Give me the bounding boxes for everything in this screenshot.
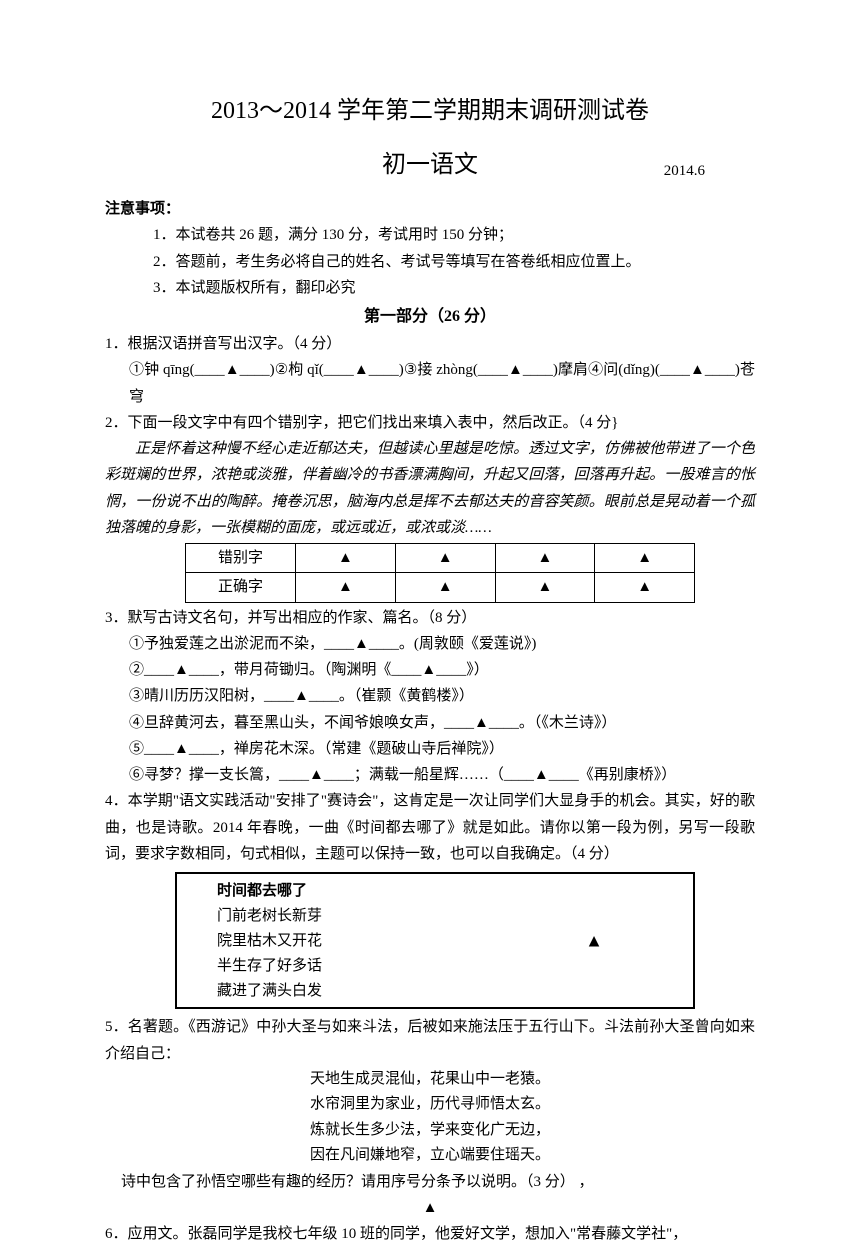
cell-mark: ▲ [495,544,595,573]
q2-paragraph: 正是怀着这种慢不经心走近郁达夫，但越读心里越是吃惊。透过文字，仿佛被他带进了一个… [105,436,755,541]
q6-stem: 6．应用文。张磊同学是我校七年级 10 班的同学，他爱好文学，想加入"常春藤文学… [105,1221,755,1247]
exam-date: 2014.6 [664,158,705,184]
q3-item-2: ②____▲____，带月荷锄归。（陶渊明《____▲____》） [105,657,755,683]
q5-triangle-icon: ▲ [105,1195,755,1221]
q3-item-4: ④旦辞黄河去，暮至黑山头，不闻爷娘唤女声，____▲____。（《木兰诗》） [105,710,755,736]
main-title: 2013～2014 学年第二学期期末调研测试卷 [105,90,755,132]
q3-item-5: ⑤____▲____，禅房花木深。（常建《题破山寺后禅院》） [105,736,755,762]
notice-item-3: 3．本试题版权所有，翻印必究 [105,275,755,301]
notice-label: 注意事项： [105,196,755,222]
q3-stem: 3．默写古诗文名句，并写出相应的作家、篇名。（8 分） [105,605,755,631]
cell-mark: ▲ [495,573,595,602]
q1-line: ①钟 qīng(____▲____)②枸 qǐ(____▲____)③接 zhò… [105,357,755,410]
cell-mark: ▲ [395,544,495,573]
correction-table: 错别字 ▲ ▲ ▲ ▲ 正确字 ▲ ▲ ▲ ▲ [185,543,695,603]
q4-stem: 4．本学期"语文实践活动"安排了"赛诗会"，这肯定是一次让同学们大显身手的机会。… [105,788,755,867]
cell-mark: ▲ [296,544,396,573]
q5-poem-4: 因在凡间嫌地窄，立心端要住瑶天。 [105,1143,755,1169]
q5-poem-2: 水帘洞里为家业，历代寻师悟太玄。 [105,1092,755,1118]
lyric-line-1: 门前老树长新芽 [217,904,673,929]
q5-stem: 5．名著题。《西游记》中孙大圣与如来斗法，后被如来施法压于五行山下。斗法前孙大圣… [105,1014,755,1067]
section-1-title: 第一部分（26 分） [105,303,755,331]
table-row: 错别字 ▲ ▲ ▲ ▲ [186,544,695,573]
notice-item-1: 1．本试卷共 26 题，满分 130 分，考试用时 150 分钟； [105,222,755,248]
q5-poem-1: 天地生成灵混仙，花果山中一老猿。 [105,1067,755,1093]
cell-mark: ▲ [296,573,396,602]
q1-stem: 1．根据汉语拼音写出汉字。（4 分） [105,331,755,357]
q3-item-6: ⑥寻梦？撑一支长篙，____▲____；满载一船星辉……（____▲____《再… [105,762,755,788]
lyrics-box: 时间都去哪了 门前老树长新芽 院里枯木又开花 半生存了好多话 藏进了满头白发 ▲ [175,872,695,1009]
row2-label: 正确字 [186,573,296,602]
lyric-line-2: 院里枯木又开花 [217,929,673,954]
q3-item-3: ③晴川历历汉阳树，____▲____。（崔颢《黄鹤楼》） [105,683,755,709]
q5-tail: 诗中包含了孙悟空哪些有趣的经历？请用序号分条予以说明。（3 分） ， [105,1169,755,1195]
lyric-line-4: 藏进了满头白发 [217,979,673,1004]
cell-mark: ▲ [595,544,695,573]
notice-item-2: 2．答题前，考生务必将自己的姓名、考试号等填写在答卷纸相应位置上。 [105,249,755,275]
cell-mark: ▲ [595,573,695,602]
row1-label: 错别字 [186,544,296,573]
table-row: 正确字 ▲ ▲ ▲ ▲ [186,573,695,602]
q2-stem: 2．下面一段文字中有四个错别字，把它们找出来填入表中，然后改正。（4 分} [105,410,755,436]
cell-mark: ▲ [395,573,495,602]
lyric-line-3: 半生存了好多话 [217,954,673,979]
subtitle-row: 初一语文 2014.6 [105,144,755,186]
lyrics-triangle-icon: ▲ [585,925,603,957]
q5-poem-3: 炼就长生多少法，学来变化广无边， [105,1118,755,1144]
q3-item-1: ①予独爱莲之出淤泥而不染，____▲____。(周敦颐《爱莲说》) [105,631,755,657]
lyrics-title: 时间都去哪了 [217,878,673,904]
subtitle: 初一语文 [382,144,478,186]
